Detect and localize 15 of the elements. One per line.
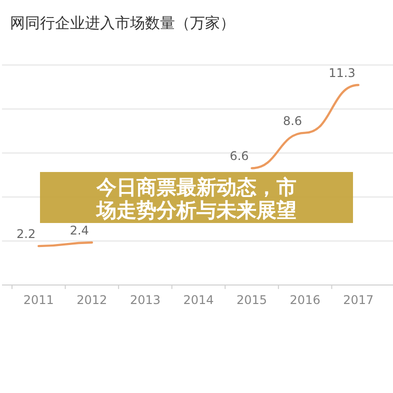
xtick: 2015 bbox=[236, 293, 268, 307]
annotation: 今日商票最新动态，市 bbox=[96, 175, 296, 199]
xtick: 2011 bbox=[23, 293, 54, 307]
data-label: 8.6 bbox=[282, 114, 302, 128]
xtick: 2012 bbox=[76, 293, 108, 307]
xtick: 2017 bbox=[343, 293, 374, 307]
annotation: 场走势分析与未来展望 bbox=[96, 198, 296, 222]
xtick: 2014 bbox=[183, 293, 214, 307]
xtick: 2016 bbox=[290, 293, 320, 307]
data-label: 6.6 bbox=[230, 149, 249, 164]
xtick: 2013 bbox=[130, 293, 160, 307]
data-label: 2.4 bbox=[70, 224, 89, 238]
data-label: 2.2 bbox=[16, 227, 36, 242]
data-label: 11.3 bbox=[328, 66, 356, 80]
title: 网同行企业进入市场数量（万家） bbox=[10, 14, 235, 32]
